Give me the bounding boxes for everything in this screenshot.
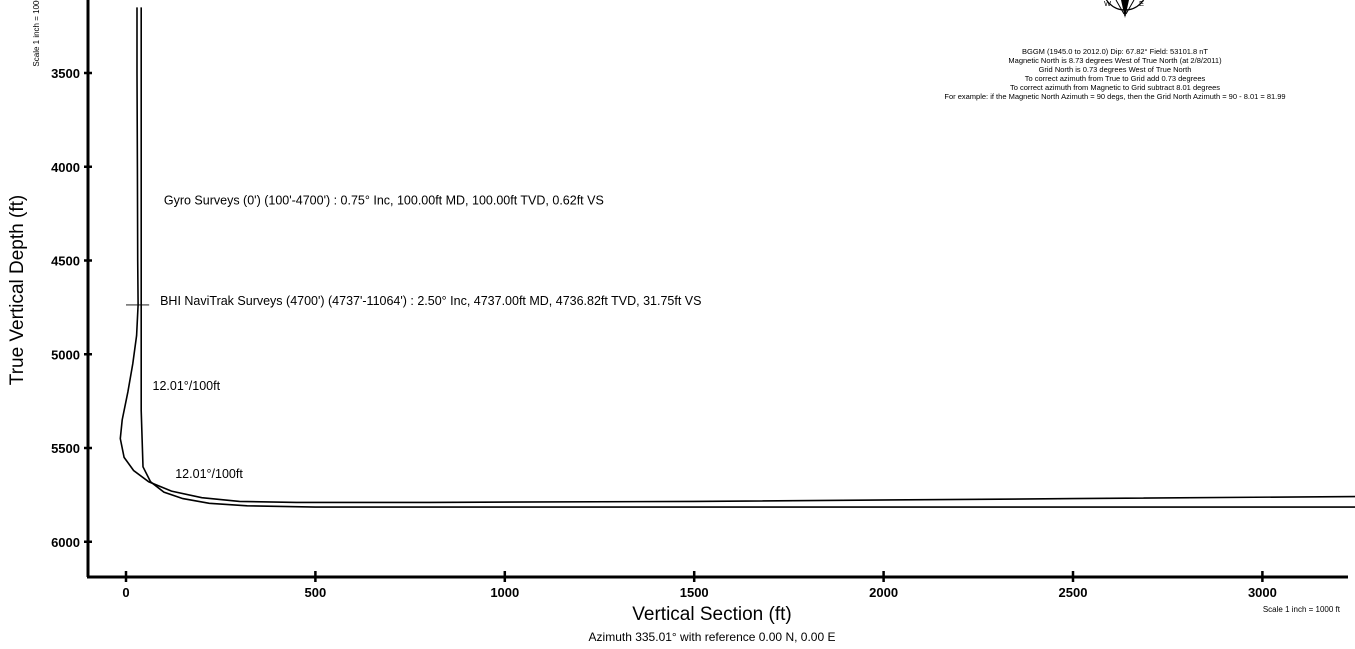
x-tick-label: 2000 bbox=[869, 585, 898, 600]
svg-text:E: E bbox=[1139, 0, 1144, 8]
y-tick-label: 5000 bbox=[51, 347, 80, 362]
well-path-1 bbox=[119, 7, 1355, 504]
x-tick-label: 2500 bbox=[1059, 585, 1088, 600]
x-scale-note: Scale 1 inch = 1000 ft bbox=[1263, 605, 1341, 614]
x-tick-label: 1500 bbox=[680, 585, 709, 600]
x-tick-label: 3000 bbox=[1248, 585, 1277, 600]
annotation-label: 12.01°/100ft bbox=[175, 467, 243, 481]
y-tick-label: 4500 bbox=[51, 254, 80, 269]
x-tick-label: 1000 bbox=[490, 585, 519, 600]
y-tick-label: 4000 bbox=[51, 160, 80, 175]
magnetic-info-line: BGGM (1945.0 to 2012.0) Dip: 67.82° Fiel… bbox=[1022, 47, 1208, 56]
svg-text:W: W bbox=[1104, 0, 1112, 8]
magnetic-info-line: Grid North is 0.73 degrees West of True … bbox=[1039, 65, 1192, 74]
magnetic-info-line: For example: if the Magnetic North Azimu… bbox=[944, 92, 1285, 101]
magnetic-info-line: To correct azimuth from Magnetic to Grid… bbox=[1010, 83, 1220, 92]
y-axis-title: True Vertical Depth (ft) bbox=[7, 195, 28, 385]
x-axis-title: Vertical Section (ft) bbox=[632, 604, 791, 625]
annotation-label: 12.01°/100ft bbox=[153, 379, 221, 393]
x-tick-label: 500 bbox=[305, 585, 327, 600]
annotations: Gyro Surveys (0') (100'-4700') : 0.75° I… bbox=[153, 193, 702, 481]
magnetic-info: BGGM (1945.0 to 2012.0) Dip: 67.82° Fiel… bbox=[944, 47, 1285, 101]
y-ticks: 3500 4000 4500 5000 5500 6000 bbox=[51, 66, 92, 550]
y-scale-note: Scale 1 inch = 1000 ft bbox=[32, 0, 41, 67]
y-tick-label: 5500 bbox=[51, 441, 80, 456]
x-tick-label: 0 bbox=[122, 585, 129, 600]
chart-subtitle: Azimuth 335.01° with reference 0.00 N, 0… bbox=[589, 630, 836, 644]
annotation-label: BHI NaviTrak Surveys (4700') (4737'-1106… bbox=[160, 294, 701, 308]
y-tick-label: 6000 bbox=[51, 535, 80, 550]
well-paths bbox=[119, 7, 1355, 508]
magnetic-info-line: To correct azimuth from True to Grid add… bbox=[1025, 74, 1206, 83]
x-ticks: 0500100015002000250030003500400045005000… bbox=[122, 571, 1277, 600]
annotation-label: Gyro Surveys (0') (100'-4700') : 0.75° I… bbox=[164, 193, 604, 207]
magnetic-info-line: Magnetic North is 8.73 degrees West of T… bbox=[1008, 56, 1222, 65]
well-path-2 bbox=[140, 7, 1355, 508]
y-tick-label: 3500 bbox=[51, 66, 80, 81]
north-arrow-icon: W E bbox=[1104, 0, 1145, 18]
